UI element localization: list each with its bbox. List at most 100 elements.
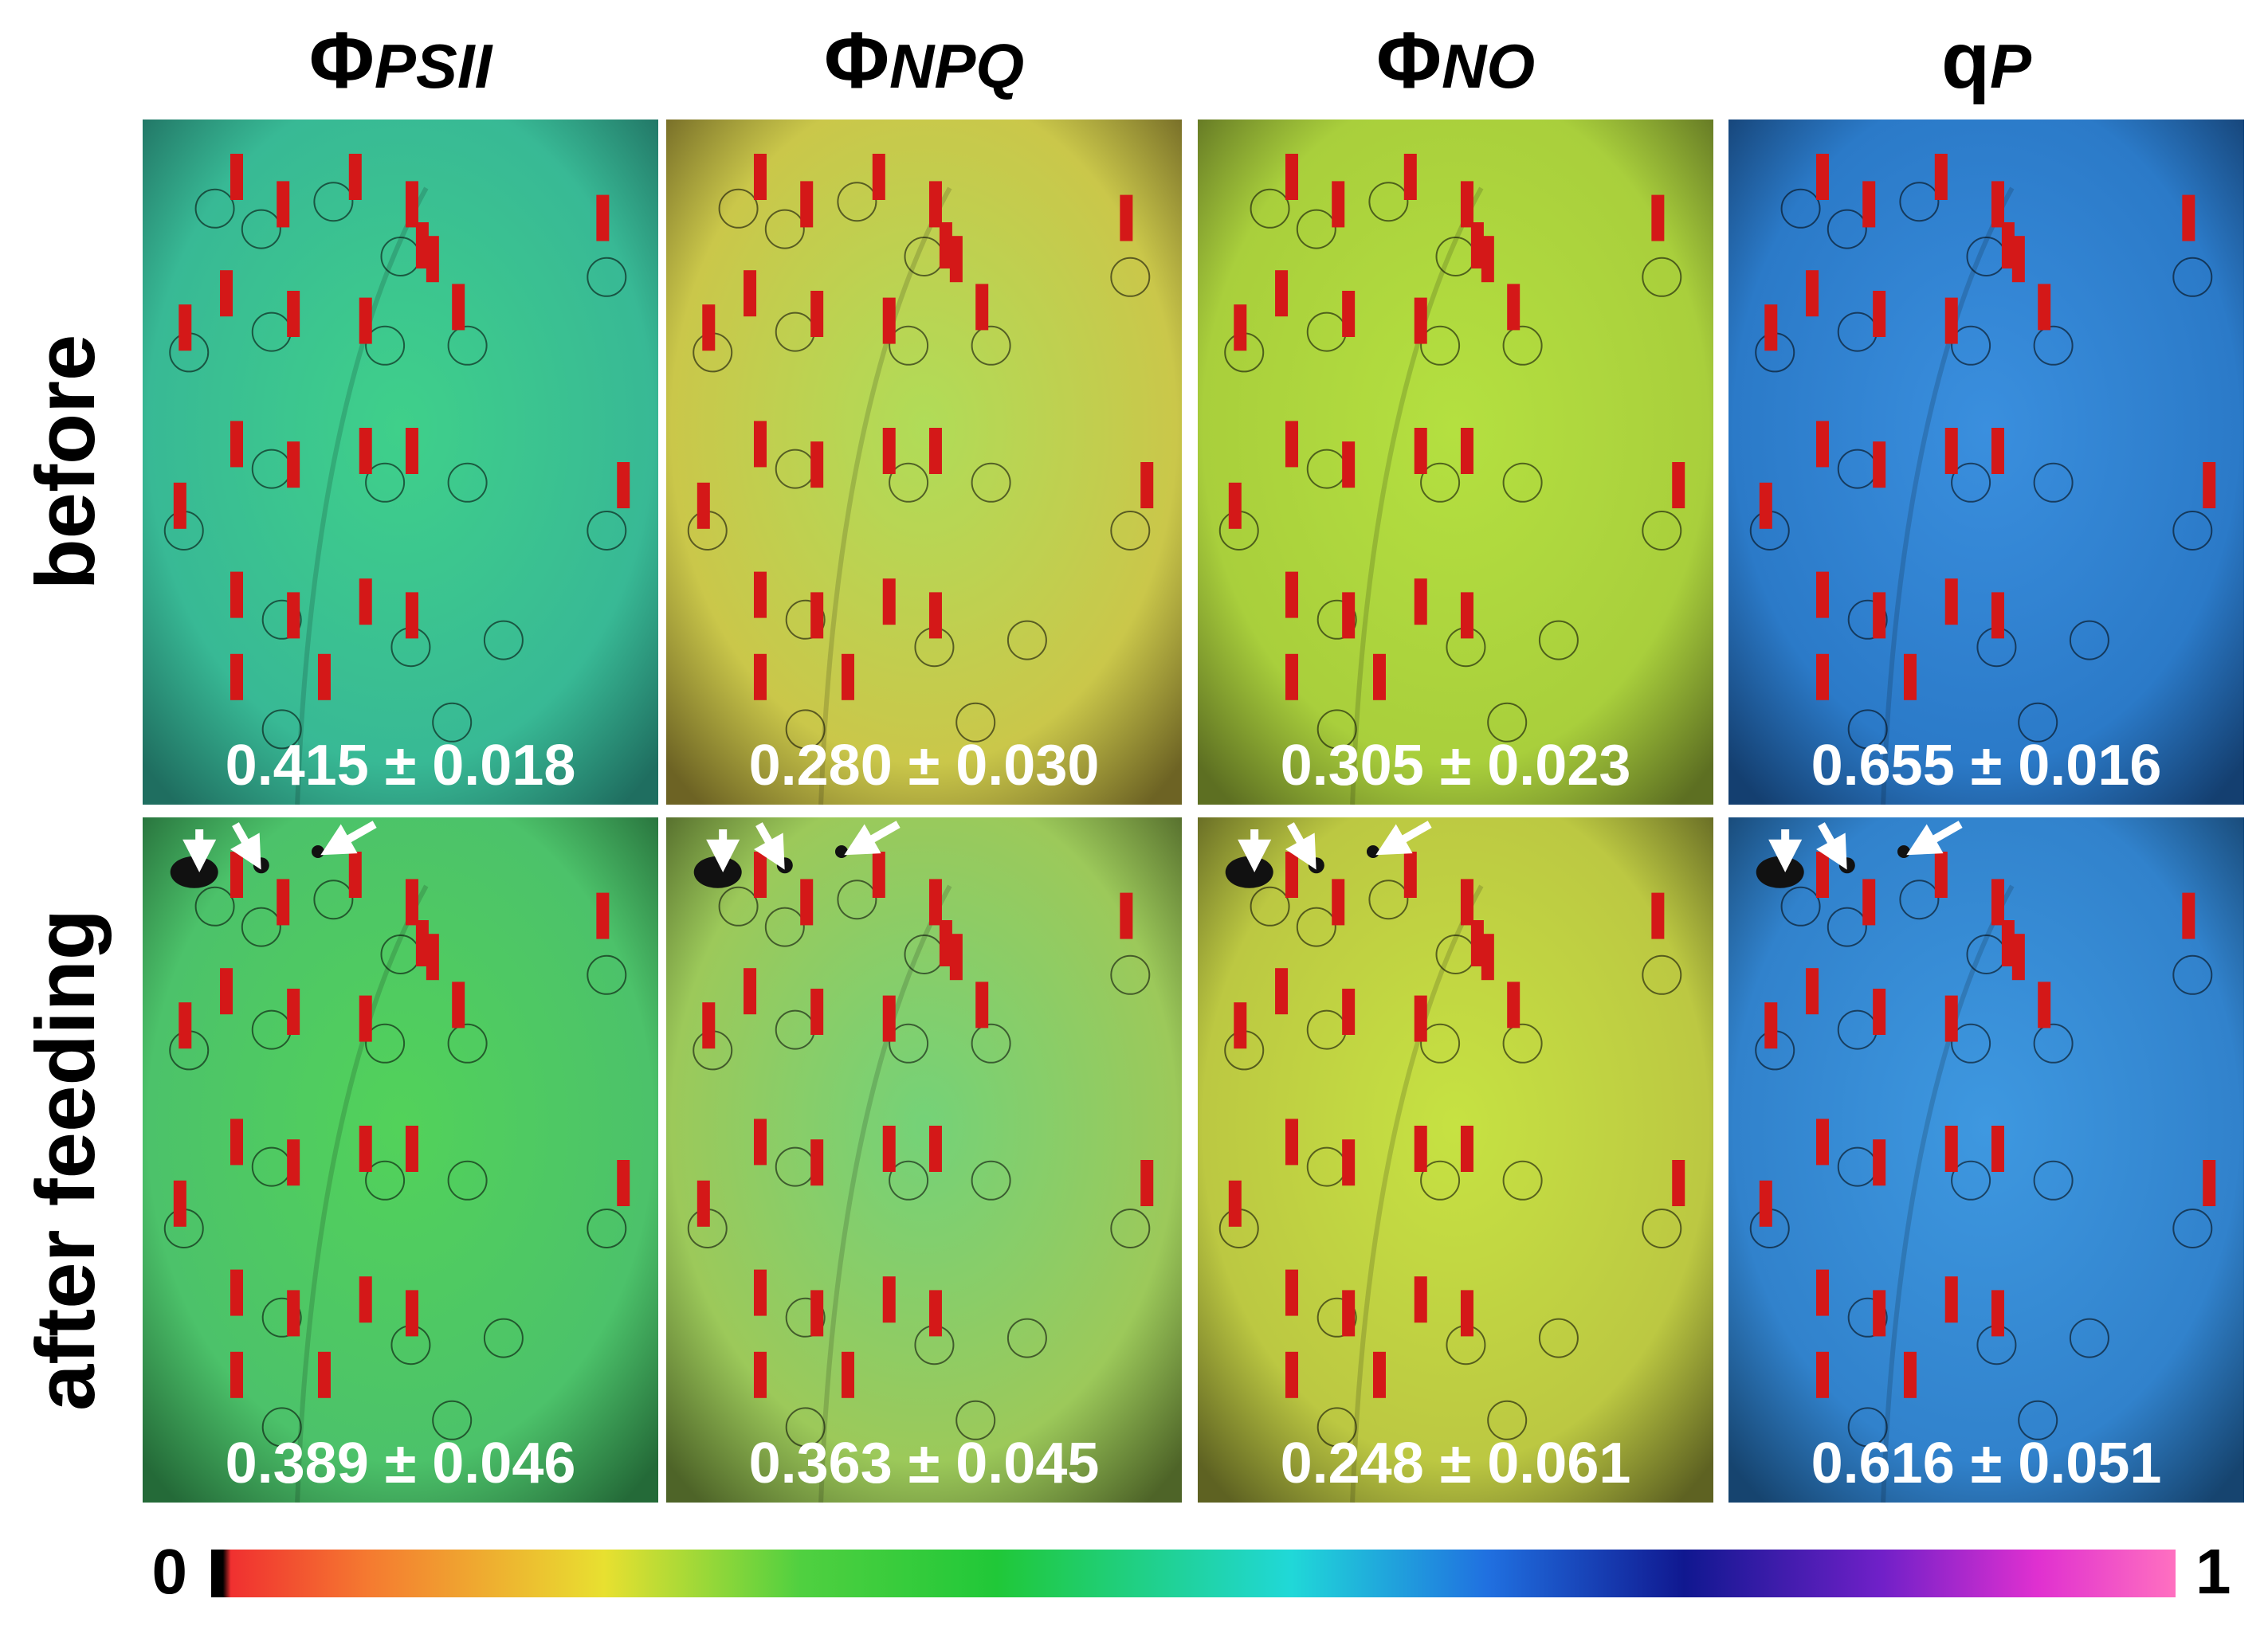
red-marker [1234,304,1247,351]
red-marker [1403,154,1417,200]
red-marker [359,578,372,625]
red-marker [596,892,610,939]
colorbar-min: 0 [152,1536,188,1607]
red-marker [753,154,767,200]
red-marker [452,284,465,331]
red-marker [359,297,372,344]
leaf-vein [818,884,952,1503]
sample-circle [1110,257,1151,297]
red-marker [1672,462,1685,508]
red-marker [1228,482,1242,529]
red-marker [1234,1002,1247,1049]
sample-circle [1296,209,1336,249]
header-symbol: Φ [824,16,889,105]
red-marker [1903,1351,1917,1398]
red-marker [1342,989,1356,1035]
red-marker [928,1290,942,1337]
red-marker [2203,462,2216,508]
red-marker [1991,879,2004,926]
sample-circle [1847,709,1888,750]
header-subscript: P [1990,31,2032,101]
sample-circle [587,257,627,297]
feeding-damage [170,856,218,888]
red-marker [810,441,824,488]
red-marker [696,482,710,529]
red-marker [882,1276,896,1323]
red-marker [1120,892,1133,939]
red-marker [1481,934,1494,981]
sample-circle [447,325,488,366]
red-marker [1651,892,1665,939]
sample-circle [2033,325,2074,366]
leaf-vein [1350,884,1484,1503]
red-marker [810,592,824,639]
sample-circle [1420,462,1461,503]
leaf-image [143,817,658,1503]
red-marker [1285,1119,1298,1166]
sample-circle [1847,599,1888,640]
red-marker [1460,181,1473,228]
red-marker [1815,154,1829,200]
red-marker [1873,1139,1886,1186]
red-marker [220,270,233,317]
red-marker [928,428,942,474]
red-marker [810,1139,824,1186]
sample-circle [1316,599,1357,640]
red-marker [617,462,630,508]
leaf-vein [1881,186,2015,805]
red-marker [841,1351,854,1398]
sample-circle [365,1160,406,1201]
sample-circle [718,886,759,927]
red-marker [230,1351,243,1398]
sample-circle [313,182,354,222]
sample-circle [587,954,627,995]
sample-circle [261,599,302,640]
sample-circle [194,188,235,229]
sample-circle [1110,511,1151,551]
red-marker [1414,1276,1427,1323]
red-marker [1342,441,1356,488]
sample-circle [971,1160,1011,1201]
red-marker [1507,284,1521,331]
red-marker [1944,578,1958,625]
arrow-head [1238,839,1272,872]
sample-circle [785,1297,826,1338]
red-marker [1342,1139,1356,1186]
red-marker [1140,462,1154,508]
sample-circle [2172,511,2213,551]
red-marker [744,270,757,317]
red-marker [882,995,896,1042]
colorbar-max: 1 [2195,1536,2231,1607]
sample-circle [785,709,826,750]
leaf-image [1198,120,1713,805]
red-marker [882,297,896,344]
leaf-map [1728,120,2244,805]
red-marker [1873,291,1886,337]
leaf-image [143,120,658,805]
sample-circle [1006,1318,1047,1358]
red-marker [287,1139,300,1186]
sample-circle [432,702,473,743]
red-marker [882,1126,896,1172]
sample-circle [261,1297,302,1338]
sample-circle [1368,182,1409,222]
red-marker [1806,270,1819,317]
red-marker [1507,982,1521,1029]
red-marker [277,181,290,228]
red-marker [359,995,372,1042]
red-marker [2038,284,2051,331]
red-marker [2203,1160,2216,1206]
red-marker [220,968,233,1015]
red-marker [230,571,243,618]
red-marker [753,421,767,468]
arrow-head [1816,833,1847,870]
red-marker [359,1276,372,1323]
colorbar [211,1550,2176,1597]
red-marker [753,1119,767,1166]
red-marker [405,879,418,926]
feeding-damage [834,845,848,858]
red-marker [230,154,243,200]
red-marker [1991,181,2004,228]
red-marker [2001,920,2015,966]
leaf-image [666,817,1182,1503]
